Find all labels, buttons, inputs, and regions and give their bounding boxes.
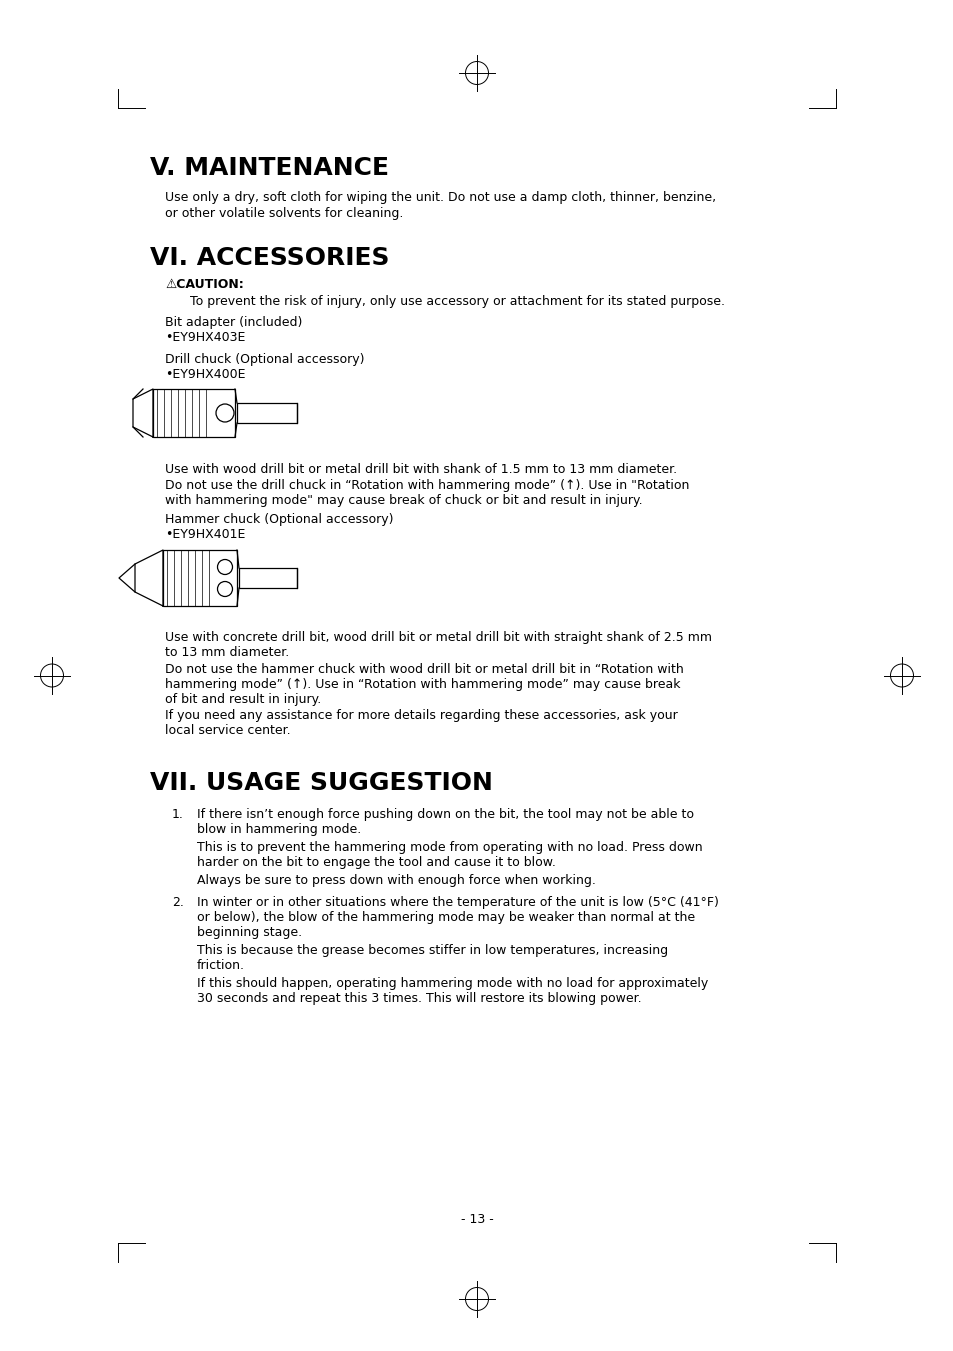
Text: Use with concrete drill bit, wood drill bit or metal drill bit with straight sha: Use with concrete drill bit, wood drill … [165,631,711,644]
Text: of bit and result in injury.: of bit and result in injury. [165,693,321,707]
Text: harder on the bit to engage the tool and cause it to blow.: harder on the bit to engage the tool and… [196,857,556,869]
Text: VII. USAGE SUGGESTION: VII. USAGE SUGGESTION [150,771,493,794]
Text: To prevent the risk of injury, only use accessory or attachment for its stated p: To prevent the risk of injury, only use … [190,295,724,308]
Bar [239,567,296,588]
Text: •EY9HX400E: •EY9HX400E [165,367,245,381]
Polygon shape [132,389,152,436]
Text: •EY9HX401E: •EY9HX401E [165,528,245,540]
Text: blow in hammering mode.: blow in hammering mode. [196,823,361,836]
Text: If there isn’t enough force pushing down on the bit, the tool may not be able to: If there isn’t enough force pushing down… [196,808,693,821]
Text: If you need any assistance for more details regarding these accessories, ask you: If you need any assistance for more deta… [165,709,677,721]
Text: local service center.: local service center. [165,724,291,738]
Text: Always be sure to press down with enough force when working.: Always be sure to press down with enough… [196,874,596,888]
Text: or other volatile solvents for cleaning.: or other volatile solvents for cleaning. [165,207,403,219]
Text: beginning stage.: beginning stage. [196,925,302,939]
Polygon shape [135,550,163,607]
Text: Use only a dry, soft cloth for wiping the unit. Do not use a damp cloth, thinner: Use only a dry, soft cloth for wiping th… [165,190,716,204]
Text: VI. ACCESSORIES: VI. ACCESSORIES [150,246,389,270]
Text: Do not use the hammer chuck with wood drill bit or metal drill bit in “Rotation : Do not use the hammer chuck with wood dr… [165,663,683,676]
Text: with hammering mode" may cause break of chuck or bit and result in injury.: with hammering mode" may cause break of … [165,494,642,507]
Bar [152,389,234,436]
Text: friction.: friction. [196,959,245,971]
Bar [163,550,236,607]
Text: Hammer chuck (Optional accessory): Hammer chuck (Optional accessory) [165,513,393,526]
Text: 2.: 2. [172,896,184,909]
Text: hammering mode” (↑). Use in “Rotation with hammering mode” may cause break: hammering mode” (↑). Use in “Rotation wi… [165,678,679,690]
Text: to 13 mm diameter.: to 13 mm diameter. [165,646,289,659]
Text: If this should happen, operating hammering mode with no load for approximately: If this should happen, operating hammeri… [196,977,707,990]
Text: This is to prevent the hammering mode from operating with no load. Press down: This is to prevent the hammering mode fr… [196,842,702,854]
Text: This is because the grease becomes stiffer in low temperatures, increasing: This is because the grease becomes stiff… [196,944,667,957]
Text: 1.: 1. [172,808,184,821]
Text: In winter or in other situations where the temperature of the unit is low (5°C (: In winter or in other situations where t… [196,896,719,909]
Text: - 13 -: - 13 - [460,1213,493,1225]
Polygon shape [119,563,135,592]
Text: ⚠CAUTION:: ⚠CAUTION: [165,278,244,290]
Text: V. MAINTENANCE: V. MAINTENANCE [150,155,389,180]
Text: or below), the blow of the hammering mode may be weaker than normal at the: or below), the blow of the hammering mod… [196,911,695,924]
Bar [236,403,296,423]
Text: 30 seconds and repeat this 3 times. This will restore its blowing power.: 30 seconds and repeat this 3 times. This… [196,992,641,1005]
Text: Bit adapter (included): Bit adapter (included) [165,316,302,330]
Text: Use with wood drill bit or metal drill bit with shank of 1.5 mm to 13 mm diamete: Use with wood drill bit or metal drill b… [165,463,677,476]
Text: Drill chuck (Optional accessory): Drill chuck (Optional accessory) [165,353,364,366]
Text: Do not use the drill chuck in “Rotation with hammering mode” (↑). Use in "Rotati: Do not use the drill chuck in “Rotation … [165,480,689,492]
Text: •EY9HX403E: •EY9HX403E [165,331,245,345]
